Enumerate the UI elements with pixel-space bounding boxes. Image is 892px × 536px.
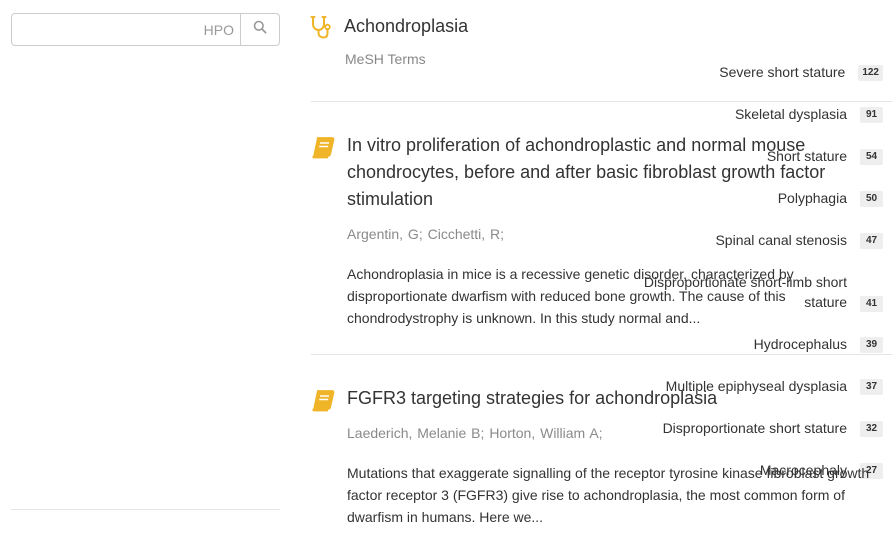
hpo-search-box <box>11 13 280 46</box>
facet-count-badge: 41 <box>860 296 883 312</box>
sidebar-divider <box>11 509 280 510</box>
result-abstract: Achondroplasia in mice is a recessive ge… <box>347 266 794 326</box>
facet-item[interactable]: Disproportionate short stature 32 <box>663 418 883 438</box>
facet-count-badge: 54 <box>860 149 883 165</box>
author-link[interactable]: Cicchetti, R; <box>427 226 505 242</box>
mesh-terms-label: MeSH Terms <box>345 51 426 67</box>
search-button[interactable] <box>240 14 279 45</box>
facet-count-badge: 39 <box>860 337 883 353</box>
facet-count-badge: 122 <box>858 65 883 81</box>
author-link[interactable]: Horton, William A; <box>489 425 603 441</box>
facet-item[interactable]: Polyphagia 50 <box>778 188 883 208</box>
mesh-term-title-link[interactable]: Achondroplasia <box>344 16 469 36</box>
facet-item[interactable]: Spinal canal stenosis 47 <box>715 230 883 250</box>
result-title-link[interactable]: In vitro proliferation of achondroplasti… <box>347 135 826 209</box>
facet-label: Short stature <box>766 148 847 164</box>
sidebar <box>11 13 280 46</box>
result-divider <box>311 101 892 102</box>
facet-label: Severe short stature <box>719 64 846 80</box>
facet-item[interactable]: Hydrocephalus 39 <box>754 334 883 354</box>
result-title-link[interactable]: FGFR3 targeting strategies for achondrop… <box>347 388 718 408</box>
facet-count-badge: 47 <box>860 233 883 249</box>
result-authors: Laederich, Melanie B; Horton, William A; <box>347 424 603 442</box>
facet-label: Multiple epiphyseal dysplasia <box>665 378 847 394</box>
author-link[interactable]: Laederich, Melanie B; <box>347 425 485 441</box>
facet-count-badge: 32 <box>860 421 883 437</box>
search-icon <box>253 20 267 39</box>
facet-label: Macrocephaly <box>759 462 847 478</box>
facet-label: Disproportionate short-limb short statur… <box>643 274 847 310</box>
facet-label: Skeletal dysplasia <box>734 106 847 122</box>
facet-item[interactable]: Disproportionate short-limb short statur… <box>637 272 883 312</box>
facet-label: Polyphagia <box>777 190 847 206</box>
result-authors: Argentin, G; Cicchetti, R; <box>347 225 504 243</box>
result-abstract: Mutations that exaggerate signalling of … <box>347 465 870 525</box>
book-icon <box>311 137 335 164</box>
stethoscope-icon <box>310 15 332 44</box>
facet-item[interactable]: Short stature 54 <box>767 146 883 166</box>
hpo-search-input[interactable] <box>12 14 242 45</box>
facet-item[interactable]: Macrocephaly 27 <box>760 460 883 480</box>
facet-count-badge: 50 <box>860 191 883 207</box>
facet-count-badge: 91 <box>860 107 883 123</box>
result-divider <box>311 354 892 355</box>
facet-label: Spinal canal stenosis <box>715 232 847 248</box>
facet-label: Hydrocephalus <box>753 336 847 352</box>
facet-count-badge: 27 <box>860 463 883 479</box>
book-icon <box>311 390 335 417</box>
facet-item[interactable]: Skeletal dysplasia 91 <box>735 104 883 124</box>
facet-item[interactable]: Multiple epiphyseal dysplasia 37 <box>666 376 883 396</box>
facet-label: Disproportionate short stature <box>662 420 847 436</box>
facet-item[interactable]: Severe short stature 122 <box>719 62 883 82</box>
facet-count-badge: 37 <box>860 379 883 395</box>
author-link[interactable]: Argentin, G; <box>347 226 423 242</box>
